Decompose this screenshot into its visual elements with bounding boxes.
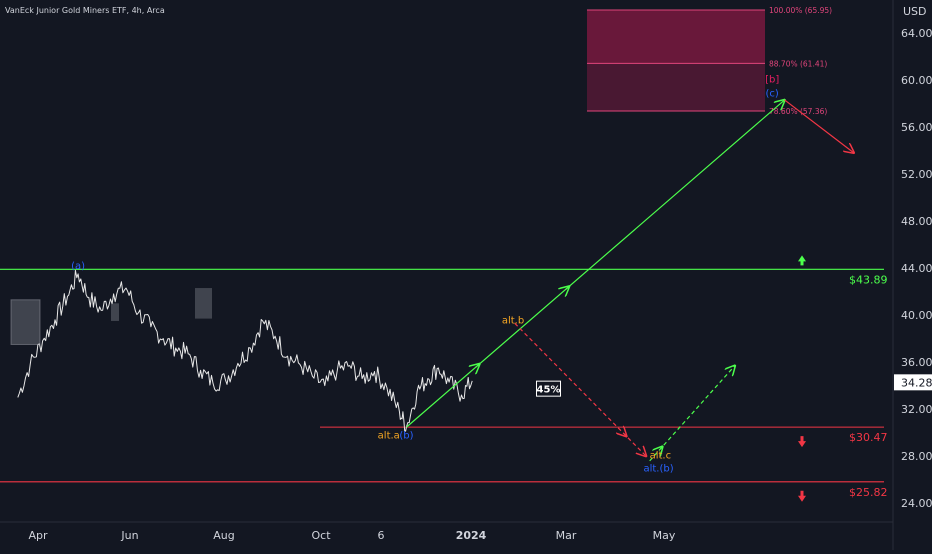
range-box [195,288,212,319]
wave-label: (a) [71,261,85,272]
wave-label: (c) [766,88,779,99]
wave-label: (b) [399,431,413,442]
projection-arrowhead [565,286,569,289]
time-axis[interactable]: Apr Jun Aug Oct 6 2024 Mar May [28,529,675,542]
zone-level-label: 100.00% (65.95) [769,6,832,15]
projection-arrowhead [661,447,663,449]
current-price-tag [894,374,932,391]
zone-lower [587,63,765,111]
price-tick-label: 36.00 [901,356,932,369]
time-tick-label: 6 [378,529,385,542]
zone-level-label: 78.60% (57.36) [769,107,827,116]
price-tick-label: 40.00 [901,309,932,322]
ticker-title: VanEck Junior Gold Miners ETF, 4h, Arca [5,6,165,15]
price-tick-label: 56.00 [901,121,932,134]
level-label: $30.47 [849,431,888,444]
price-series [10,269,473,432]
price-tick-label: 52.00 [901,168,932,181]
current-price-label: 34.28 [901,376,932,389]
probability-badge-label: 45% [537,385,561,396]
wave-label: [b] [765,74,779,85]
range-box [111,303,119,321]
time-tick-label: Apr [28,529,48,542]
wave-label: alt.a [378,431,400,442]
probability-badge-box [536,380,562,397]
level-label: $43.89 [849,273,888,286]
zone-upper [587,9,765,64]
projection-arrowhead [476,364,480,367]
level-label: $25.82 [849,486,888,499]
projection-arrows [406,99,854,462]
price-axis[interactable]: 24.00 28.00 32.00 36.00 40.00 44.00 48.00 52.00… [894,27,932,510]
wave-label: alt.b [502,315,524,326]
zone-level-label: 88.70% (61.41) [769,59,827,68]
time-tick-label: Jun [120,529,138,542]
arrow-down-icon [798,436,806,448]
price-tick-label: 60.00 [901,74,932,87]
wave-label: alt.c [650,451,672,462]
time-tick-label: 2024 [456,529,487,542]
time-tick-label: May [653,529,676,542]
price-tick-label: 48.00 [901,215,932,228]
price-tick-label: 32.00 [901,403,932,416]
price-line [17,269,473,432]
horizontal-levels: $43.89 $30.47 $25.82 [0,255,888,502]
price-tick-label: 28.00 [901,450,932,463]
price-tick-label: 24.00 [901,497,932,510]
time-tick-label: Oct [311,529,331,542]
price-tick-label: 44.00 [901,262,932,275]
time-tick-label: Mar [556,529,577,542]
time-tick-label: Aug [213,529,234,542]
price-tick-label: 64.00 [901,27,932,40]
projection-line [784,99,854,153]
wave-label: alt.(b) [643,463,673,474]
target-zone: 100.00% (65.95) 88.70% (61.41) 78.60% (57.… [587,6,832,116]
arrow-down-icon [798,490,806,502]
currency-label: USD [903,5,927,18]
arrow-up-icon [798,255,806,266]
range-box [10,299,41,345]
projection-arrowhead [624,434,627,437]
